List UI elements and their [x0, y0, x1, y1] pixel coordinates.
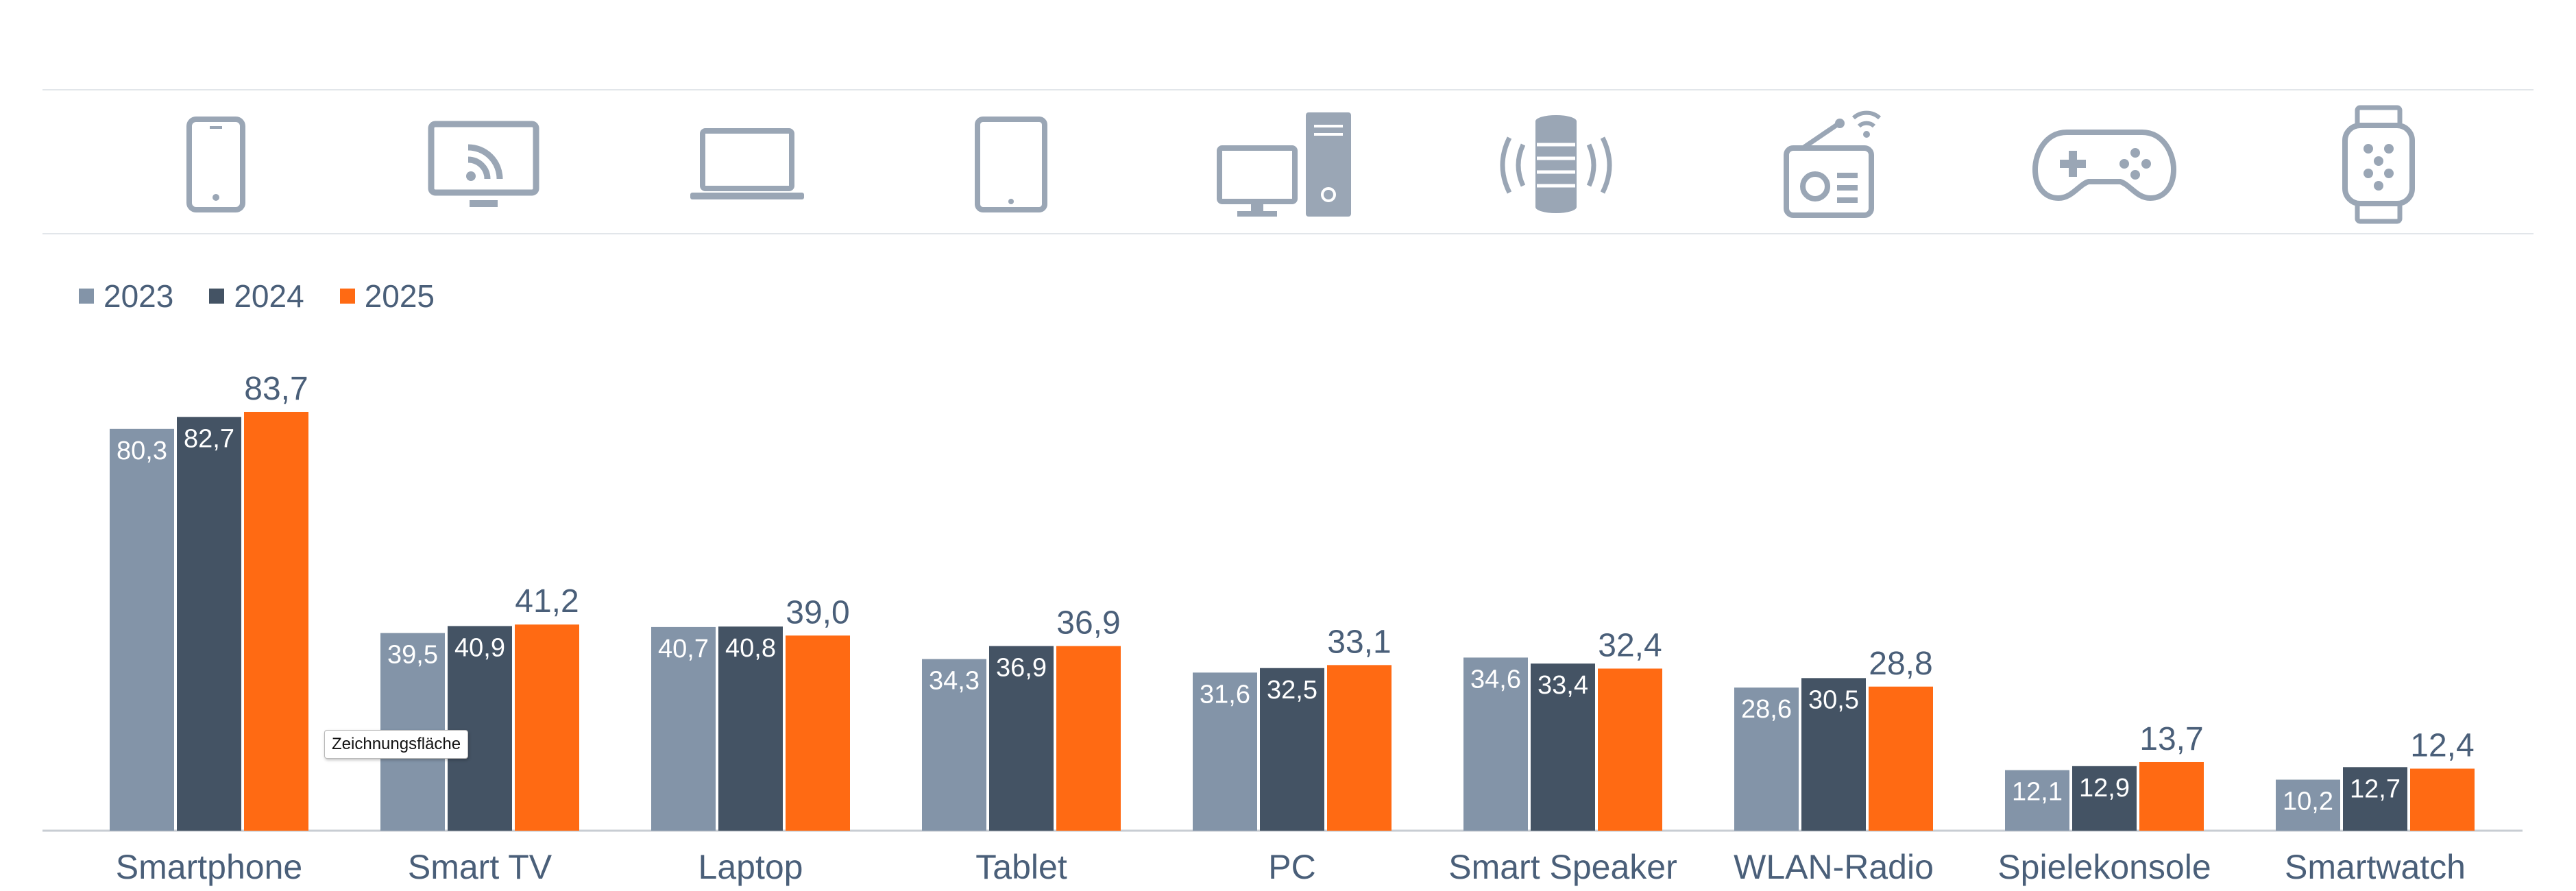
data-label-smartwatch-2024: 12,7 — [2350, 774, 2401, 803]
bar-smart-tv-2024 — [448, 626, 512, 831]
data-label-laptop-2024: 40,8 — [725, 634, 776, 663]
bar-wlan-radio-2023 — [1734, 687, 1799, 831]
category-label-smartphone: Smartphone — [116, 848, 302, 886]
bar-laptop-2023 — [651, 626, 716, 831]
bar-tablet-2024 — [989, 646, 1054, 831]
chart-legend: 2023 2024 2025 — [79, 278, 435, 315]
data-label-smartphone-2024: 82,7 — [184, 424, 234, 453]
data-label-smart-speaker-2024: 33,4 — [1538, 671, 1588, 700]
legend-item-2024[interactable]: 2024 — [209, 278, 304, 315]
plot-area-tooltip: Zeichnungsfläche — [324, 730, 469, 759]
bar-smartwatch-2025 — [2410, 768, 2475, 831]
bar-smart-speaker-2025 — [1598, 668, 1662, 831]
data-label-smart-tv-2024: 40,9 — [454, 633, 505, 662]
bar-wlan-radio-2025 — [1869, 686, 1933, 831]
bar-smart-speaker-2024 — [1531, 663, 1595, 831]
bar-pc-2024 — [1260, 668, 1324, 831]
tablet-icon — [953, 103, 1069, 226]
category-label-smart-speaker: Smart Speaker — [1448, 848, 1677, 886]
legend-item-2025[interactable]: 2025 — [339, 278, 435, 315]
bar-smartphone-2024 — [177, 417, 241, 831]
data-label-wlan-radio-2024: 30,5 — [1808, 685, 1859, 714]
bar-smart-speaker-2023 — [1463, 657, 1528, 831]
bar-spielekonsole-2023 — [2005, 770, 2069, 831]
legend-label-2024: 2024 — [234, 278, 304, 314]
data-label-tablet-2025: 36,9 — [1056, 605, 1120, 642]
legend-swatch-2024 — [209, 289, 225, 304]
category-label-smart-tv: Smart TV — [408, 848, 552, 886]
data-label-smart-tv-2023: 39,5 — [387, 641, 438, 670]
data-label-pc-2023: 31,6 — [1200, 680, 1250, 709]
bar-smartwatch-2023 — [2276, 779, 2340, 831]
data-label-spielekonsole-2024: 12,9 — [2079, 774, 2130, 803]
data-label-pc-2024: 32,5 — [1267, 676, 1317, 705]
data-label-smartphone-2025: 83,7 — [244, 371, 308, 407]
data-label-smart-speaker-2025: 32,4 — [1598, 627, 1662, 663]
bar-smartwatch-2024 — [2343, 767, 2407, 831]
data-label-wlan-radio-2025: 28,8 — [1869, 646, 1932, 682]
bar-pc-2025 — [1327, 665, 1392, 831]
wifi-radio-icon — [1775, 103, 1892, 226]
category-label-wlan-radio: WLAN-Radio — [1734, 848, 1934, 886]
data-label-spielekonsole-2025: 13,7 — [2139, 721, 2203, 757]
smart-tv-cast-icon — [425, 103, 542, 226]
data-label-smartphone-2023: 80,3 — [117, 437, 167, 465]
category-label-smartwatch: Smartwatch — [2285, 848, 2466, 886]
legend-item-2023[interactable]: 2023 — [79, 278, 173, 315]
icon-row-divider — [42, 233, 2534, 234]
bar-spielekonsole-2024 — [2072, 766, 2137, 831]
bar-smartphone-2023 — [110, 428, 174, 831]
data-label-tablet-2024: 36,9 — [996, 654, 1047, 683]
data-label-laptop-2025: 39,0 — [786, 594, 849, 631]
data-label-laptop-2023: 40,7 — [658, 635, 709, 663]
bar-wlan-radio-2024 — [1801, 678, 1866, 831]
data-label-pc-2025: 33,1 — [1327, 624, 1391, 660]
legend-label-2023: 2023 — [104, 278, 174, 314]
data-label-smart-speaker-2023: 34,6 — [1470, 665, 1521, 694]
category-label-spielekonsole: Spielekonsole — [1997, 848, 2211, 886]
bar-chart: 80,3 82,7 83,7 Smartphone 39,5 40,9 41,2 Smart … — [42, 371, 2523, 886]
data-label-spielekonsole-2023: 12,1 — [2012, 778, 2063, 807]
data-label-wlan-radio-2023: 28,6 — [1741, 695, 1792, 724]
bar-pc-2023 — [1193, 672, 1257, 831]
legend-swatch-2025 — [339, 289, 355, 304]
bar-spielekonsole-2025 — [2139, 761, 2204, 831]
data-label-smart-tv-2025: 41,2 — [515, 583, 579, 620]
bar-tablet-2025 — [1056, 646, 1121, 831]
bar-laptop-2024 — [718, 626, 783, 831]
gamepad-icon — [2029, 103, 2180, 226]
data-label-smartwatch-2023: 10,2 — [2283, 788, 2333, 816]
smartphone-icon — [158, 103, 274, 226]
bar-smartphone-2025 — [244, 411, 308, 831]
top-divider — [42, 89, 2534, 90]
data-label-smartwatch-2025: 12,4 — [2410, 727, 2474, 764]
bar-tablet-2023 — [922, 659, 986, 831]
category-label-laptop: Laptop — [698, 848, 803, 886]
data-label-tablet-2023: 34,3 — [929, 667, 980, 696]
smart-speaker-icon — [1487, 103, 1625, 226]
bar-smart-tv-2025 — [515, 624, 579, 831]
legend-label-2025: 2025 — [364, 278, 435, 314]
category-label-tablet: Tablet — [975, 848, 1067, 886]
desktop-pc-icon — [1210, 103, 1361, 226]
bar-laptop-2025 — [786, 635, 850, 831]
laptop-icon — [685, 103, 809, 226]
category-label-pc: PC — [1268, 848, 1315, 886]
legend-swatch-2023 — [79, 289, 94, 304]
smartwatch-icon — [2320, 103, 2437, 226]
